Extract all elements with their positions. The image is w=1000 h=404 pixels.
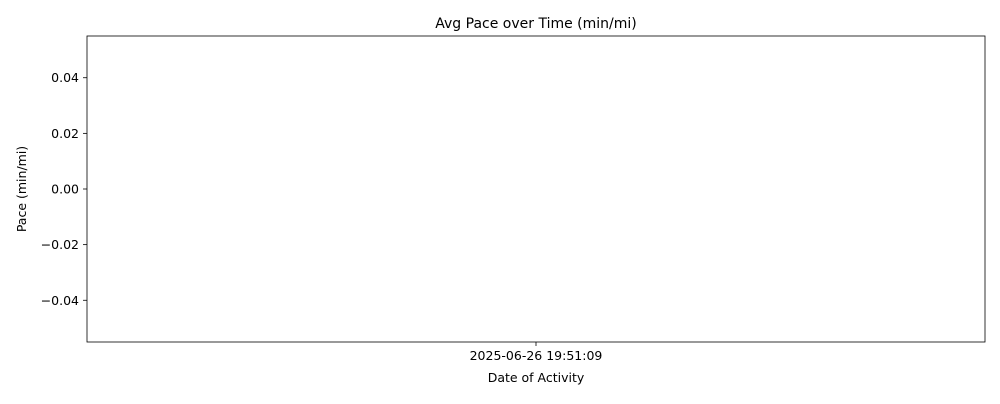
y-axis-ticks: 0.04 0.02 0.00 −0.02 −0.04 xyxy=(41,70,87,308)
plot-area-frame xyxy=(86,35,986,343)
y-tick-label: 0.04 xyxy=(51,70,79,85)
x-tick-label: 2025-06-26 19:51:09 xyxy=(470,348,603,363)
y-tick-label: 0.00 xyxy=(51,182,79,197)
y-tick-label: −0.02 xyxy=(41,237,79,252)
chart-title: Avg Pace over Time (min/mi) xyxy=(435,16,636,32)
x-axis-ticks: 2025-06-26 19:51:09 xyxy=(470,342,603,363)
x-axis-label: Date of Activity xyxy=(488,370,585,385)
y-axis-label: Pace (min/mi) xyxy=(14,146,29,232)
y-tick-label: −0.04 xyxy=(41,293,79,308)
y-tick-label: 0.02 xyxy=(51,126,79,141)
